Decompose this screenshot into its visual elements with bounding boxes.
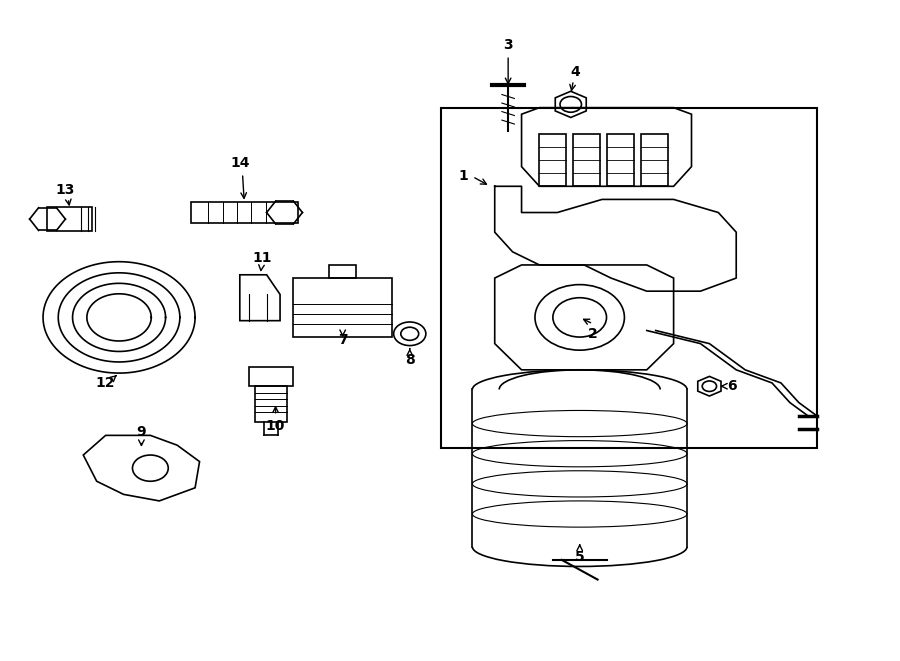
Bar: [293, 278, 392, 337]
Text: 8: 8: [405, 353, 415, 367]
Text: 13: 13: [56, 182, 75, 196]
Text: 9: 9: [137, 425, 146, 439]
Text: 10: 10: [266, 418, 285, 432]
Text: 4: 4: [571, 65, 580, 79]
Text: 6: 6: [727, 379, 736, 393]
Bar: [255, 386, 287, 422]
Bar: [329, 265, 356, 278]
Text: 5: 5: [575, 550, 585, 564]
Text: 7: 7: [338, 333, 347, 347]
Text: 1: 1: [458, 169, 468, 184]
Text: 2: 2: [589, 327, 598, 341]
Bar: [248, 367, 293, 386]
Text: 11: 11: [252, 251, 272, 266]
Text: 12: 12: [96, 376, 115, 390]
Text: 3: 3: [503, 38, 513, 52]
Bar: [441, 108, 816, 448]
Text: 14: 14: [230, 157, 249, 171]
